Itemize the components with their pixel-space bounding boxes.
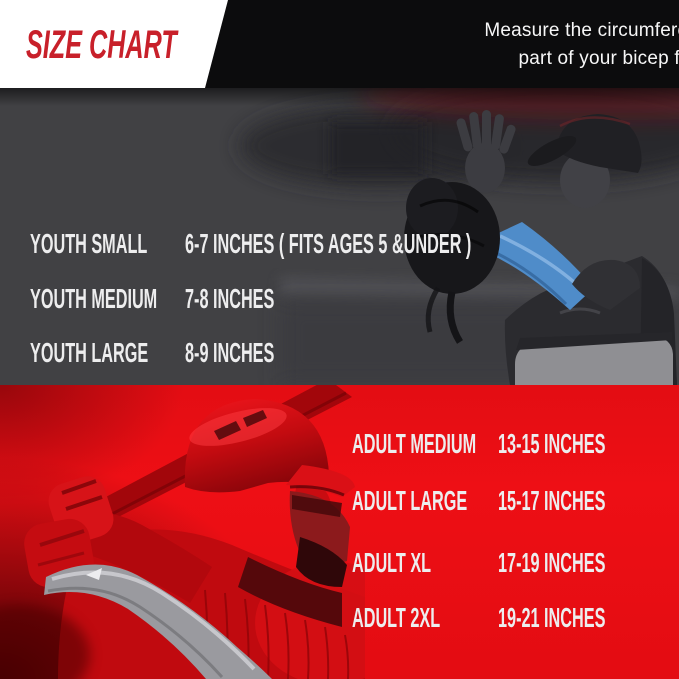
- size-range: 15-17 INCHES: [498, 485, 606, 516]
- size-row: YOUTH SMALL 6-7 INCHES ( FITS AGES 5 &UN…: [30, 228, 670, 259]
- header: SIZE CHART Measure the circumference of …: [0, 0, 679, 88]
- batter-figure: [0, 385, 365, 679]
- size-range: 6-7 INCHES ( FITS AGES 5 &UNDER ): [185, 228, 472, 259]
- size-row: ADULT MEDIUM 13-15 INCHES: [352, 428, 672, 459]
- size-row: YOUTH LARGE 8-9 INCHES: [30, 337, 670, 368]
- size-range: 8-9 INCHES: [185, 337, 275, 368]
- size-label: ADULT 2XL: [352, 602, 441, 633]
- size-row: ADULT XL 17-19 INCHES: [352, 547, 672, 578]
- youth-size-section: YOUTH SMALL 6-7 INCHES ( FITS AGES 5 &UN…: [0, 88, 679, 421]
- size-row: ADULT 2XL 19-21 INCHES: [352, 602, 672, 633]
- size-label: ADULT MEDIUM: [352, 428, 477, 459]
- adult-batter-photo: [0, 385, 365, 679]
- size-range: 7-8 INCHES: [185, 283, 275, 314]
- adult-size-section: ADULT MEDIUM 13-15 INCHES ADULT LARGE 15…: [0, 385, 679, 679]
- size-label: ADULT LARGE: [352, 485, 468, 516]
- sleeve-logo: [86, 568, 102, 580]
- measurement-instruction: Measure the circumference of the largest…: [452, 17, 679, 73]
- page-title: SIZE CHART: [26, 23, 177, 67]
- size-range: 13-15 INCHES: [498, 428, 606, 459]
- size-label: YOUTH SMALL: [30, 228, 148, 259]
- batter-face: [289, 491, 350, 587]
- size-label: YOUTH LARGE: [30, 337, 149, 368]
- youth-player-figure: [404, 110, 677, 385]
- size-label: YOUTH MEDIUM: [30, 283, 158, 314]
- raised-hand: [456, 110, 516, 193]
- header-instruction-panel: Measure the circumference of the largest…: [205, 0, 679, 88]
- size-range: 19-21 INCHES: [498, 602, 606, 633]
- instruction-line-2: part of your bicep for accurate fit.: [518, 48, 679, 69]
- instruction-line-1: Measure the circumference of the largest: [484, 20, 679, 41]
- baseball-glove: [404, 178, 500, 344]
- size-range: 17-19 INCHES: [498, 547, 606, 578]
- size-row: YOUTH MEDIUM 7-8 INCHES: [30, 283, 670, 314]
- gray-arm-sleeve: [44, 564, 272, 679]
- size-row: ADULT LARGE 15-17 INCHES: [352, 485, 672, 516]
- size-label: ADULT XL: [352, 547, 432, 578]
